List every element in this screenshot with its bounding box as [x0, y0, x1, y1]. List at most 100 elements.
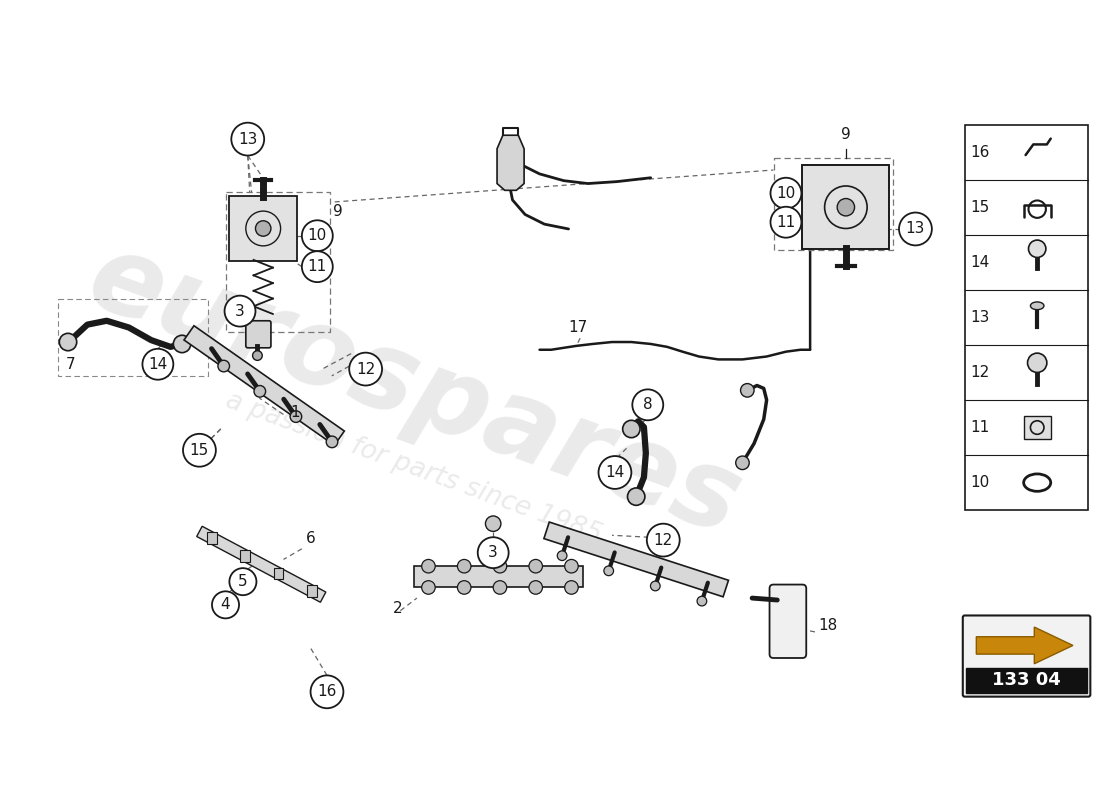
Circle shape	[529, 559, 542, 573]
Circle shape	[254, 386, 265, 397]
Text: 16: 16	[970, 145, 990, 160]
Text: 9: 9	[842, 127, 850, 142]
Text: 11: 11	[970, 420, 990, 435]
Text: 1: 1	[290, 406, 300, 420]
Circle shape	[327, 436, 338, 448]
Circle shape	[564, 559, 579, 573]
Circle shape	[349, 353, 382, 386]
Circle shape	[421, 581, 436, 594]
Text: 3: 3	[235, 304, 245, 318]
Text: 11: 11	[777, 214, 795, 230]
Circle shape	[310, 675, 343, 708]
Circle shape	[647, 524, 680, 557]
Text: 9: 9	[333, 205, 342, 219]
Text: 5: 5	[238, 574, 248, 589]
FancyBboxPatch shape	[274, 568, 284, 579]
Text: 10: 10	[777, 186, 795, 201]
Circle shape	[1028, 240, 1046, 258]
Circle shape	[485, 516, 501, 531]
Circle shape	[231, 122, 264, 155]
Circle shape	[230, 568, 256, 595]
Circle shape	[697, 596, 706, 606]
Circle shape	[212, 591, 239, 618]
Circle shape	[493, 559, 507, 573]
Text: 10: 10	[970, 475, 990, 490]
Text: 12: 12	[970, 365, 990, 380]
FancyBboxPatch shape	[962, 615, 1090, 697]
Text: 13: 13	[970, 310, 990, 325]
FancyBboxPatch shape	[414, 566, 583, 587]
Circle shape	[564, 581, 579, 594]
Text: eurospares: eurospares	[74, 223, 755, 558]
Circle shape	[477, 538, 508, 568]
Text: 7: 7	[66, 357, 76, 372]
Text: 6: 6	[306, 531, 316, 546]
Circle shape	[301, 220, 333, 251]
Text: 13: 13	[238, 132, 257, 146]
FancyBboxPatch shape	[966, 668, 1088, 693]
Polygon shape	[184, 326, 344, 446]
FancyBboxPatch shape	[802, 165, 890, 250]
Text: 13: 13	[905, 222, 925, 237]
Circle shape	[301, 251, 333, 282]
Text: 14: 14	[970, 255, 990, 270]
Polygon shape	[977, 627, 1072, 664]
Circle shape	[224, 296, 255, 326]
FancyBboxPatch shape	[770, 585, 806, 658]
Text: 3: 3	[488, 545, 498, 560]
Polygon shape	[197, 526, 326, 602]
Polygon shape	[543, 522, 728, 597]
Text: 10: 10	[308, 228, 327, 243]
Circle shape	[529, 581, 542, 594]
Circle shape	[627, 488, 645, 506]
Circle shape	[458, 559, 471, 573]
Circle shape	[142, 349, 174, 380]
Circle shape	[837, 198, 855, 216]
FancyBboxPatch shape	[207, 532, 217, 544]
FancyBboxPatch shape	[245, 321, 271, 348]
Circle shape	[770, 206, 802, 238]
Text: 15: 15	[190, 442, 209, 458]
Circle shape	[650, 581, 660, 590]
FancyBboxPatch shape	[241, 550, 250, 562]
Text: 18: 18	[817, 618, 837, 633]
Circle shape	[770, 178, 802, 209]
Circle shape	[598, 456, 631, 489]
Circle shape	[623, 420, 640, 438]
Text: 11: 11	[308, 259, 327, 274]
Circle shape	[736, 456, 749, 470]
Text: 133 04: 133 04	[992, 671, 1060, 690]
FancyBboxPatch shape	[230, 196, 297, 261]
Ellipse shape	[1031, 302, 1044, 310]
Circle shape	[174, 335, 190, 353]
Circle shape	[255, 221, 271, 236]
Text: 17: 17	[569, 320, 587, 335]
Circle shape	[290, 411, 301, 422]
Text: 14: 14	[148, 357, 167, 372]
Text: 8: 8	[644, 398, 652, 412]
Circle shape	[218, 360, 230, 372]
FancyBboxPatch shape	[1024, 416, 1050, 439]
Circle shape	[632, 390, 663, 420]
Text: 16: 16	[317, 684, 337, 699]
Circle shape	[604, 566, 614, 576]
Text: 12: 12	[653, 533, 673, 548]
Text: 15: 15	[970, 200, 990, 214]
Text: 4: 4	[221, 598, 230, 612]
Circle shape	[558, 551, 566, 561]
Circle shape	[1027, 353, 1047, 373]
Circle shape	[493, 581, 507, 594]
Circle shape	[458, 581, 471, 594]
Text: a passion for parts since 1985: a passion for parts since 1985	[222, 387, 606, 548]
Circle shape	[183, 434, 216, 466]
Text: 12: 12	[356, 362, 375, 377]
Circle shape	[740, 383, 755, 397]
Circle shape	[253, 350, 262, 360]
FancyBboxPatch shape	[307, 586, 317, 597]
Circle shape	[59, 334, 77, 350]
Polygon shape	[497, 135, 524, 190]
Text: 14: 14	[605, 465, 625, 480]
Circle shape	[899, 213, 932, 246]
Circle shape	[421, 559, 436, 573]
Text: 2: 2	[393, 601, 403, 615]
